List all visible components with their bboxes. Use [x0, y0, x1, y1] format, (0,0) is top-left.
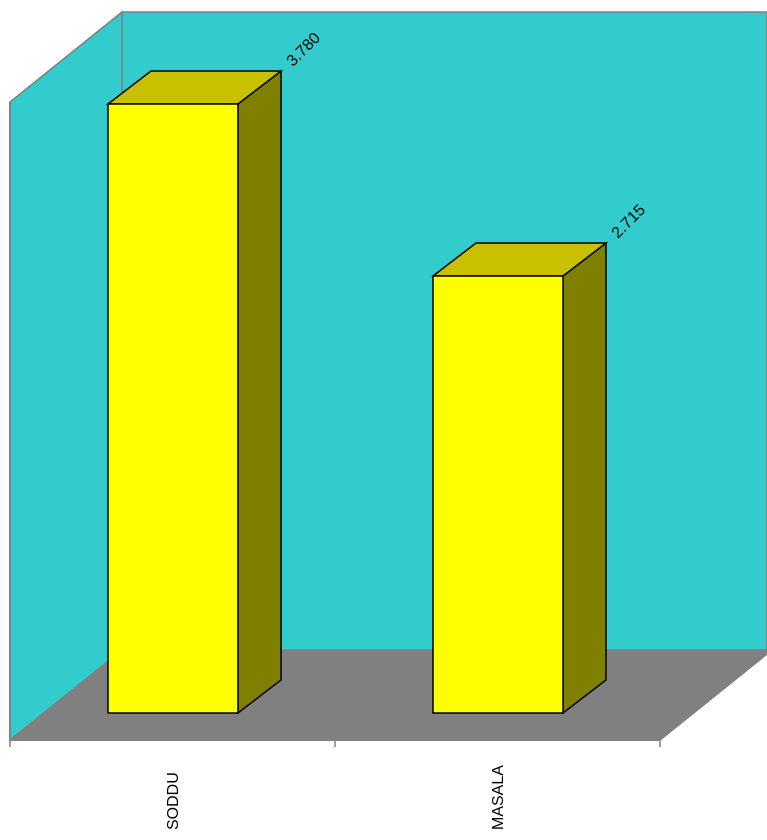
bar-soddu — [105, 69, 284, 715]
category-label-soddu: SODDU — [165, 772, 182, 830]
bar-masala — [430, 241, 609, 715]
left-wall — [9, 10, 123, 742]
x-axis — [9, 653, 767, 747]
bar-front — [432, 275, 564, 714]
category-label-masala: MASALA — [490, 765, 507, 830]
bar-side — [562, 241, 607, 715]
bar-side — [237, 69, 282, 715]
bar-front — [107, 103, 239, 714]
floor-right-edge — [659, 653, 767, 741]
bars-group — [105, 69, 609, 715]
